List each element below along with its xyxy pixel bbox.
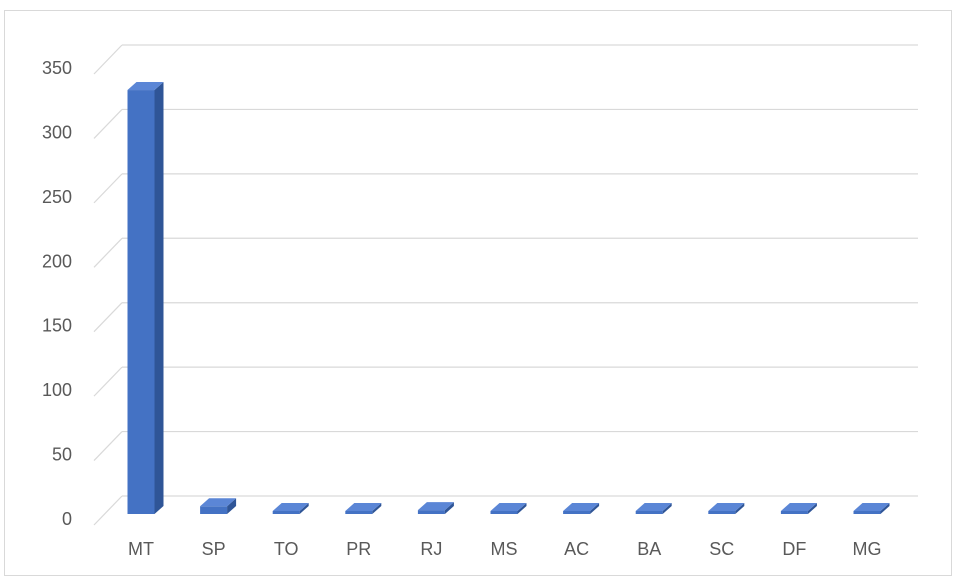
gridlines [93,44,918,526]
gridline-depth [93,495,123,526]
bar-front [200,506,228,514]
bar-sp [200,498,237,514]
bar-front [127,90,155,514]
bar-side [372,503,382,514]
bar-front [853,511,881,514]
bar-df [780,503,817,514]
bar-side [299,503,309,514]
gridline-depth [93,302,123,333]
bar-ms [490,503,527,514]
bar-mg [853,503,890,514]
x-axis-tick-labels: MT SP TO PR RJ MS AC BA SC DF MG [128,539,882,559]
gridline-depth [93,173,123,204]
bar-front [563,511,591,514]
bar-side [590,503,600,514]
bar-rj [417,502,454,514]
bar-mt [127,82,164,514]
bar-side [154,82,164,514]
bar-front [780,511,808,514]
bar-pr [345,503,382,514]
bar-front [490,511,518,514]
bar-ac [563,503,600,514]
bar-top [780,503,817,511]
x-tick-label: SC [709,539,734,559]
x-tick-label: MT [128,539,154,559]
y-tick-label: 300 [42,122,72,142]
bar-front [417,510,445,514]
bar-top [853,503,890,511]
x-tick-label: AC [564,539,589,559]
bar-top [200,498,237,507]
bar-to [272,503,309,514]
x-tick-label: SP [202,539,226,559]
bar-side [735,503,745,514]
gridline-depth [93,44,123,75]
x-tick-label: BA [637,539,661,559]
gridline-depth [93,366,123,397]
gridline-depth [93,237,123,268]
bar-top [635,503,672,511]
bar-front [708,511,736,514]
bar-top [127,82,164,91]
y-tick-label: 200 [42,251,72,271]
bar-ba [635,503,672,514]
y-tick-label: 50 [52,445,72,465]
y-tick-label: 250 [42,187,72,207]
x-tick-label: DF [782,539,806,559]
y-tick-label: 100 [42,380,72,400]
bar-side [807,503,817,514]
x-tick-label: RJ [420,539,442,559]
y-tick-label: 0 [62,509,72,529]
gridline-depth [93,109,123,139]
y-tick-label: 150 [42,316,72,336]
bar-top [345,503,382,511]
y-tick-label: 350 [42,58,72,78]
bars [127,82,890,514]
bar-side [662,503,672,514]
y-axis-tick-labels: 0 50 100 150 200 250 300 350 [42,58,72,529]
bar-side [517,503,527,514]
bar-top [417,502,454,511]
bar-side [227,498,237,514]
x-tick-label: TO [274,539,299,559]
bar-top [563,503,600,511]
x-tick-label: MG [853,539,882,559]
x-tick-label: PR [346,539,371,559]
bar-top [708,503,745,511]
bar-top [490,503,527,511]
gridline-depth [93,431,123,461]
bar-front [345,511,373,514]
bar-front [635,511,663,514]
bar-sc [708,503,745,514]
bar-side [444,502,454,514]
bar-side [880,503,890,514]
x-tick-label: MS [491,539,518,559]
bar-top [272,503,309,511]
bar-front [272,511,300,514]
